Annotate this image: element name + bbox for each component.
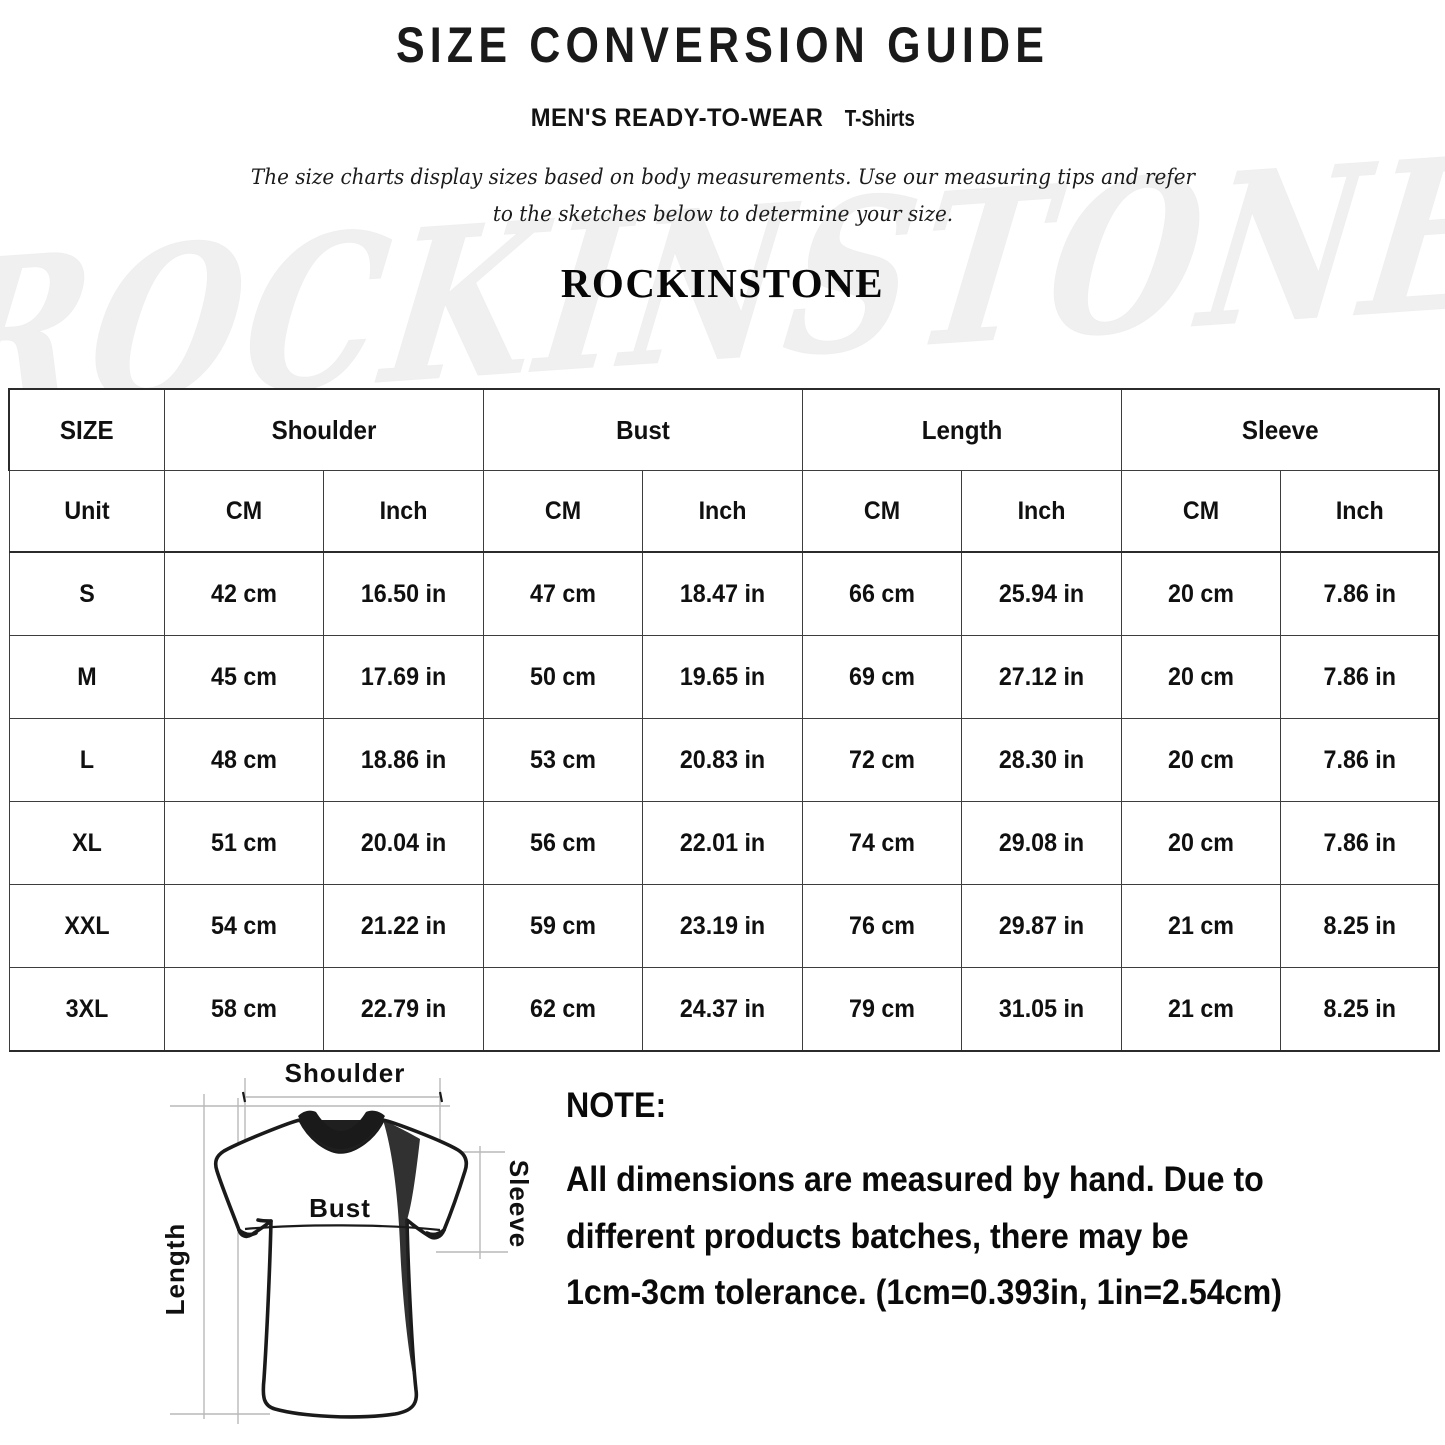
header-group-bust: Bust	[482, 388, 803, 471]
description-text: The size charts display sizes based on b…	[250, 165, 1195, 226]
table-row: L 48 cm 18.86 in 53 cm 20.83 in 72 cm 28…	[8, 718, 1441, 802]
header-group-shoulder: Shoulder	[163, 388, 484, 471]
header-bust-cm: CM	[482, 470, 643, 553]
header-shoulder-inch: Inch	[322, 470, 484, 553]
cell-bust-cm: 59 cm	[482, 884, 643, 968]
table-row: XL 51 cm 20.04 in 56 cm 22.01 in 74 cm 2…	[8, 801, 1441, 885]
cell-size: S	[8, 551, 165, 636]
cell-bust-inch: 22.01 in	[641, 801, 803, 885]
cell-length-cm: 66 cm	[801, 551, 962, 636]
cell-bust-cm: 50 cm	[482, 635, 643, 719]
cell-bust-inch: 18.47 in	[641, 551, 803, 636]
cell-bust-cm: 56 cm	[482, 801, 643, 885]
table-group-header-row: SIZE Shoulder Bust Length Sleeve	[8, 388, 1441, 471]
header-unit: Unit	[8, 470, 165, 553]
cell-sleeve-cm: 20 cm	[1120, 635, 1281, 719]
cell-bust-inch: 24.37 in	[641, 967, 803, 1052]
subtitle-product-type: T-Shirts	[844, 105, 915, 131]
cell-bust-cm: 53 cm	[482, 718, 643, 802]
cell-sleeve-inch: 8.25 in	[1279, 884, 1441, 968]
cell-shoulder-cm: 58 cm	[163, 967, 324, 1052]
cell-shoulder-cm: 51 cm	[163, 801, 324, 885]
cell-sleeve-inch: 7.86 in	[1279, 635, 1441, 719]
measurement-lines	[241, 1091, 444, 1232]
diagram-label-sleeve: Sleeve	[504, 1160, 534, 1248]
cell-length-cm: 76 cm	[801, 884, 962, 968]
cell-length-cm: 74 cm	[801, 801, 962, 885]
cell-bust-cm: 62 cm	[482, 967, 643, 1052]
table-unit-header-row: Unit CM Inch CM Inch CM Inch CM Inch	[8, 470, 1441, 553]
cell-shoulder-cm: 54 cm	[163, 884, 324, 968]
note-line-1: All dimensions are measured by hand. Due…	[566, 1160, 1264, 1199]
cell-sleeve-cm: 20 cm	[1120, 551, 1281, 636]
cell-size: XL	[8, 801, 165, 885]
size-chart-container: SIZE Shoulder Bust Length Sleeve Unit CM…	[8, 388, 1441, 1052]
cell-bust-inch: 20.83 in	[641, 718, 803, 802]
header-group-length: Length	[801, 388, 1122, 471]
table-row: 3XL 58 cm 22.79 in 62 cm 24.37 in 79 cm …	[8, 967, 1441, 1052]
size-chart-table: SIZE Shoulder Bust Length Sleeve Unit CM…	[8, 388, 1441, 1052]
cell-length-inch: 29.87 in	[960, 884, 1122, 968]
cell-shoulder-cm: 48 cm	[163, 718, 324, 802]
tshirt-outline	[213, 1110, 469, 1419]
note-line-3: 1cm-3cm tolerance. (1cm=0.393in, 1in=2.5…	[566, 1273, 1282, 1313]
cell-shoulder-inch: 17.69 in	[322, 635, 484, 719]
header-sleeve-inch: Inch	[1279, 470, 1441, 553]
cell-bust-inch: 19.65 in	[641, 635, 803, 719]
cell-sleeve-inch: 8.25 in	[1279, 967, 1441, 1052]
cell-bust-inch: 23.19 in	[641, 884, 803, 968]
cell-length-cm: 72 cm	[801, 718, 962, 802]
cell-sleeve-inch: 7.86 in	[1279, 801, 1441, 885]
diagram-label-bust: Bust	[309, 1193, 371, 1223]
note-block: NOTE: All dimensions are measured by han…	[566, 1086, 1396, 1322]
header-length-inch: Inch	[960, 470, 1122, 553]
note-title: NOTE:	[566, 1086, 667, 1125]
cell-length-cm: 79 cm	[801, 967, 962, 1052]
diagram-label-shoulder: Shoulder	[285, 1058, 406, 1088]
page-header: SIZE CONVERSION GUIDE MEN'S READY-TO-WEA…	[0, 0, 1445, 307]
cell-shoulder-inch: 20.04 in	[322, 801, 484, 885]
brand-name: ROCKINSTONE	[560, 259, 885, 306]
cell-shoulder-inch: 16.50 in	[322, 551, 484, 636]
page-title: SIZE CONVERSION GUIDE	[395, 17, 1050, 73]
cell-sleeve-inch: 7.86 in	[1279, 551, 1441, 636]
header-shoulder-cm: CM	[163, 470, 324, 553]
cell-length-inch: 27.12 in	[960, 635, 1122, 719]
cell-size: 3XL	[8, 967, 165, 1052]
bottom-section: Shoulder Bust Length Sleeve NOTE: All di…	[0, 1046, 1445, 1445]
cell-shoulder-inch: 22.79 in	[322, 967, 484, 1052]
table-row: S 42 cm 16.50 in 47 cm 18.47 in 66 cm 25…	[8, 551, 1441, 636]
note-line-2: different products batches, there may be	[566, 1216, 1189, 1256]
cell-sleeve-cm: 21 cm	[1120, 967, 1281, 1052]
header-size: SIZE	[8, 388, 165, 471]
header-bust-inch: Inch	[641, 470, 803, 553]
diagram-label-length: Length	[160, 1223, 190, 1316]
cell-length-inch: 29.08 in	[960, 801, 1122, 885]
tshirt-measurement-diagram: Shoulder Bust Length Sleeve	[160, 1058, 534, 1424]
cell-sleeve-cm: 21 cm	[1120, 884, 1281, 968]
cell-shoulder-cm: 42 cm	[163, 551, 324, 636]
cell-shoulder-cm: 45 cm	[163, 635, 324, 719]
cell-size: L	[8, 718, 165, 802]
cell-shoulder-inch: 21.22 in	[322, 884, 484, 968]
cell-length-inch: 28.30 in	[960, 718, 1122, 802]
cell-size: M	[8, 635, 165, 719]
header-sleeve-cm: CM	[1120, 470, 1281, 553]
table-row: M 45 cm 17.69 in 50 cm 19.65 in 69 cm 27…	[8, 635, 1441, 719]
cell-length-cm: 69 cm	[801, 635, 962, 719]
cell-size: XXL	[8, 884, 165, 968]
cell-sleeve-cm: 20 cm	[1120, 718, 1281, 802]
subtitle-category: MEN'S READY-TO-WEAR	[530, 104, 824, 132]
cell-length-inch: 31.05 in	[960, 967, 1122, 1052]
cell-sleeve-cm: 20 cm	[1120, 801, 1281, 885]
table-row: XXL 54 cm 21.22 in 59 cm 23.19 in 76 cm …	[8, 884, 1441, 968]
cell-length-inch: 25.94 in	[960, 551, 1122, 636]
cell-bust-cm: 47 cm	[482, 551, 643, 636]
cell-sleeve-inch: 7.86 in	[1279, 718, 1441, 802]
cell-shoulder-inch: 18.86 in	[322, 718, 484, 802]
subtitle: MEN'S READY-TO-WEAR T-Shirts	[0, 104, 1445, 133]
header-length-cm: CM	[801, 470, 962, 553]
header-group-sleeve: Sleeve	[1120, 388, 1441, 471]
